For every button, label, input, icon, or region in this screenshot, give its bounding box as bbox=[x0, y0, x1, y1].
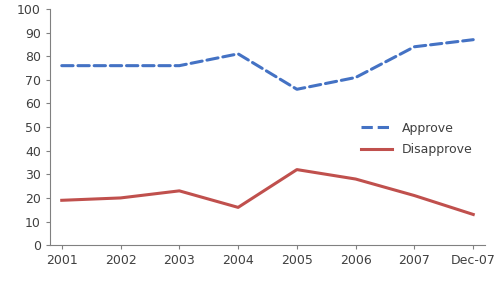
Approve bbox=[118, 64, 124, 68]
Disapprove bbox=[470, 213, 476, 216]
Disapprove bbox=[412, 194, 418, 197]
Disapprove bbox=[294, 168, 300, 171]
Disapprove bbox=[118, 196, 124, 200]
Approve bbox=[352, 76, 358, 79]
Disapprove bbox=[176, 189, 182, 193]
Line: Disapprove: Disapprove bbox=[62, 170, 473, 214]
Disapprove bbox=[352, 177, 358, 181]
Legend: Approve, Disapprove: Approve, Disapprove bbox=[354, 115, 479, 163]
Disapprove bbox=[59, 199, 65, 202]
Approve bbox=[235, 52, 241, 56]
Approve bbox=[470, 38, 476, 42]
Approve bbox=[294, 88, 300, 91]
Approve bbox=[59, 64, 65, 68]
Approve bbox=[176, 64, 182, 68]
Disapprove bbox=[235, 206, 241, 209]
Line: Approve: Approve bbox=[62, 40, 473, 89]
Approve bbox=[412, 45, 418, 48]
